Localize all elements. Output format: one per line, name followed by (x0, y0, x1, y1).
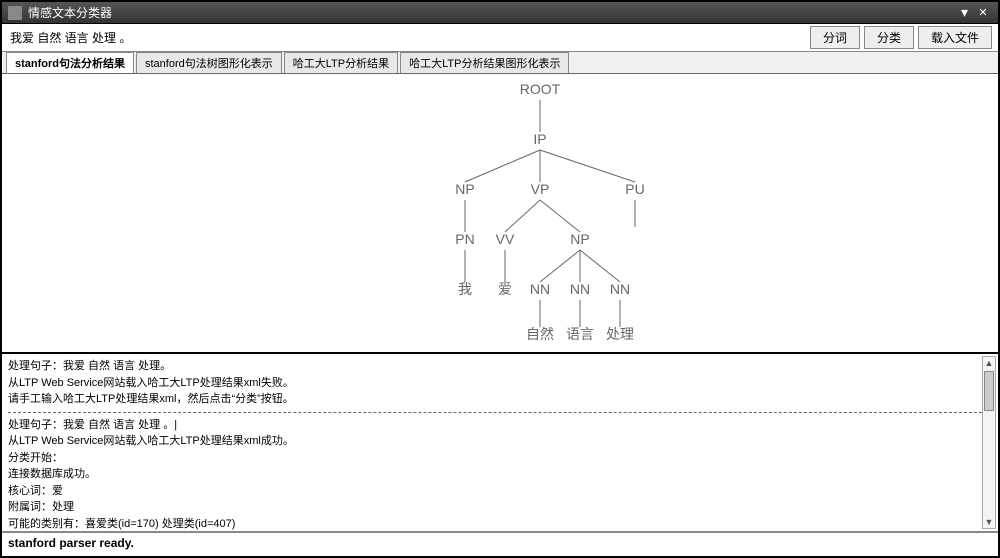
svg-text:NN: NN (610, 281, 630, 297)
svg-text:PN: PN (455, 231, 474, 247)
segment-button[interactable]: 分词 (810, 26, 860, 49)
svg-text:VP: VP (531, 181, 550, 197)
parse-tree-panel: ROOT IP NP VP PU PN VV NP 我 爱 NN NN NN 自然语言处理 (2, 74, 998, 354)
svg-text:NN: NN (570, 281, 590, 297)
svg-text:我: 我 (458, 281, 472, 297)
window-title: 情感文本分类器 (28, 4, 112, 21)
svg-text:爱: 爱 (498, 281, 512, 297)
scroll-down-icon[interactable]: ▼ (983, 516, 995, 528)
svg-text:NN: NN (530, 281, 550, 297)
log-line: 分类开始： (8, 450, 992, 467)
log-line: 处理句子：我爱 自然 语言 处理。 (8, 358, 992, 375)
classify-button[interactable]: 分类 (864, 26, 914, 49)
status-text: stanford parser ready. (8, 536, 134, 550)
svg-text:自然: 自然 (526, 326, 554, 342)
log-line: 从LTP Web Service网站载入哈工大LTP处理结果xml成功。 (8, 433, 992, 450)
log-scrollbar[interactable]: ▲ ▼ (982, 356, 996, 529)
log-line: 处理句子：我爱 自然 语言 处理 。| (8, 417, 992, 434)
log-line: 核心词：爱 (8, 483, 992, 500)
app-icon (8, 6, 22, 20)
log-separator (8, 412, 992, 413)
log-line: 连接数据库成功。 (8, 466, 992, 483)
chevron-down-icon[interactable]: ▾ (961, 4, 968, 21)
svg-text:处理: 处理 (606, 326, 634, 342)
scroll-thumb[interactable] (984, 371, 994, 411)
toolbar: 我爱 自然 语言 处理 。 分词 分类 载入文件 (2, 24, 998, 52)
scroll-up-icon[interactable]: ▲ (983, 357, 995, 369)
tab-1[interactable]: stanford句法树图形化表示 (136, 52, 282, 73)
svg-text:PU: PU (625, 181, 644, 197)
close-icon[interactable]: ✕ (974, 6, 992, 20)
svg-text:语言: 语言 (566, 326, 594, 342)
status-bar: stanford parser ready. (2, 532, 998, 554)
parse-tree-svg: ROOT IP NP VP PU PN VV NP 我 爱 NN NN NN 自然语言处理 (240, 74, 760, 349)
log-line: 请手工输入哈工大LTP处理结果xml，然后点击“分类”按钮。 (8, 391, 992, 408)
titlebar: 情感文本分类器 ▾ ✕ (2, 2, 998, 24)
svg-text:NP: NP (570, 231, 589, 247)
svg-text:IP: IP (533, 131, 546, 147)
log-line: 从LTP Web Service网站载入哈工大LTP处理结果xml失败。 (8, 375, 992, 392)
log-line: 可能的类别有：喜爱类(id=170) 处理类(id=407) (8, 516, 992, 533)
tab-3[interactable]: 哈工大LTP分析结果图形化表示 (400, 52, 569, 73)
log-panel: ▲ ▼ 处理句子：我爱 自然 语言 处理。从LTP Web Service网站载… (2, 354, 998, 532)
svg-text:VV: VV (496, 231, 515, 247)
tab-0[interactable]: stanford句法分析结果 (6, 52, 134, 73)
sentence-input[interactable]: 我爱 自然 语言 处理 。 (8, 27, 802, 48)
tab-bar: stanford句法分析结果stanford句法树图形化表示哈工大LTP分析结果… (2, 52, 998, 74)
tab-2[interactable]: 哈工大LTP分析结果 (284, 52, 398, 73)
log-line: 附属词：处理 (8, 499, 992, 516)
load-file-button[interactable]: 载入文件 (918, 26, 992, 49)
svg-text:ROOT: ROOT (520, 81, 561, 97)
svg-text:NP: NP (455, 181, 474, 197)
